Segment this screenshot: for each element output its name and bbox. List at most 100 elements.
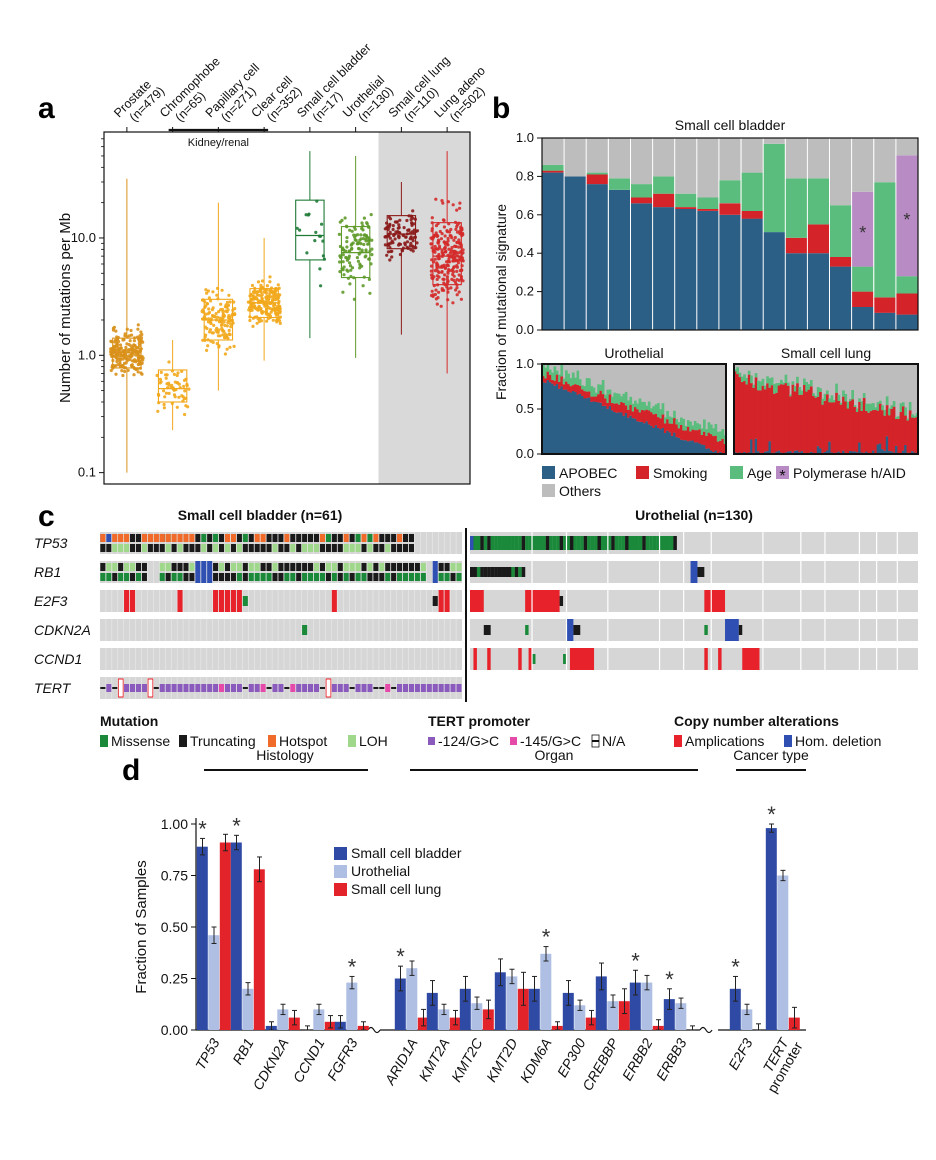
ccnd1-amplification bbox=[473, 648, 477, 670]
data-point bbox=[455, 264, 459, 268]
inset-segment-smoking bbox=[691, 429, 695, 441]
tert-promoter-mutation bbox=[302, 684, 308, 692]
data-point bbox=[435, 277, 439, 281]
inset-segment-age bbox=[901, 402, 905, 407]
tp53-mutation bbox=[487, 536, 491, 550]
rb1-mutation bbox=[397, 573, 403, 581]
inset-segment-smoking bbox=[716, 441, 720, 454]
inset-segment-apobec bbox=[796, 450, 799, 454]
inset-segment-apobec bbox=[620, 412, 623, 454]
inset-segment-smoking bbox=[544, 378, 547, 383]
data-point bbox=[391, 224, 395, 228]
data-point bbox=[262, 290, 266, 294]
tp53-hotspot bbox=[177, 534, 183, 542]
inset-segment-smoking bbox=[571, 385, 575, 392]
inset-segment-age bbox=[768, 378, 772, 388]
inset-segment-age bbox=[696, 423, 699, 431]
tp53-mutation bbox=[618, 536, 622, 550]
inset-segment-age bbox=[858, 398, 861, 402]
panel-letter-a: a bbox=[38, 92, 55, 125]
x-tick-label: KDM6A bbox=[517, 1036, 555, 1086]
inset-1 bbox=[733, 363, 919, 455]
data-point bbox=[122, 353, 126, 357]
bar-arid1a-s0 bbox=[394, 978, 406, 1030]
inset-segment-apobec bbox=[571, 391, 575, 454]
rb1-mutation bbox=[272, 573, 278, 581]
data-point bbox=[163, 395, 167, 399]
inset-segment-age bbox=[558, 374, 561, 382]
data-point bbox=[440, 248, 444, 252]
tp53-mutation bbox=[367, 544, 373, 552]
data-point bbox=[187, 387, 191, 391]
tp53-mutation bbox=[343, 534, 349, 542]
data-point bbox=[439, 304, 443, 308]
tert-promoter-mutation bbox=[207, 684, 213, 692]
data-point bbox=[446, 271, 450, 275]
data-point bbox=[206, 289, 210, 293]
inset-segment-age bbox=[878, 400, 882, 404]
data-point bbox=[222, 320, 226, 324]
group-label-5: Urothelial(n=130) bbox=[340, 73, 397, 130]
inset-segment-apobec bbox=[888, 450, 891, 454]
data-point bbox=[446, 290, 450, 294]
inset-segment-apobec bbox=[714, 450, 718, 454]
inset-segment-smoking bbox=[689, 431, 692, 441]
data-point bbox=[359, 237, 363, 241]
signature-bar-3 bbox=[608, 138, 630, 330]
tp53-mutation bbox=[662, 536, 667, 550]
inset-segment-smoking bbox=[860, 410, 864, 453]
inset-y-tick-label: 1.0 bbox=[516, 356, 534, 371]
segment-smoking bbox=[785, 237, 807, 254]
ccnd1-missense bbox=[532, 654, 536, 664]
data-point bbox=[250, 308, 254, 312]
data-point bbox=[164, 391, 168, 395]
data-point bbox=[175, 373, 179, 378]
rb1-mutation bbox=[331, 573, 337, 581]
tp53-mutation bbox=[313, 544, 320, 552]
bar-erbb3-s0 bbox=[663, 999, 675, 1030]
data-point bbox=[215, 342, 219, 346]
segment-smoking bbox=[719, 203, 741, 215]
data-point bbox=[397, 225, 401, 230]
e2f3-truncating bbox=[559, 596, 564, 606]
tp53-mutation bbox=[614, 536, 619, 550]
data-point bbox=[362, 242, 366, 247]
inset-segment-age bbox=[860, 401, 864, 411]
data-point bbox=[404, 235, 408, 239]
data-point bbox=[226, 315, 230, 320]
data-point bbox=[365, 222, 369, 226]
inset-segment-age bbox=[599, 384, 603, 391]
inset-segment-smoking bbox=[645, 409, 649, 422]
rb1-mutation bbox=[325, 563, 331, 571]
tp53-mutation bbox=[645, 536, 650, 550]
inset-segment-smoking bbox=[747, 374, 751, 453]
cdkn2a-homdel bbox=[566, 619, 574, 641]
data-point bbox=[454, 227, 458, 231]
data-point bbox=[412, 222, 416, 226]
data-point bbox=[440, 232, 444, 236]
segment-apobec bbox=[785, 253, 807, 330]
tp53-hotspot bbox=[118, 534, 124, 542]
data-point bbox=[216, 286, 220, 290]
data-point bbox=[459, 297, 463, 301]
data-point bbox=[388, 230, 392, 234]
rb1-mutation bbox=[118, 573, 124, 581]
data-point bbox=[211, 306, 215, 310]
inset-segment-smoking bbox=[895, 418, 898, 446]
significance-star: * bbox=[396, 944, 405, 969]
data-point bbox=[454, 288, 458, 292]
e2f3-amplification bbox=[213, 590, 219, 612]
rb1-mutation bbox=[507, 567, 512, 577]
tp53-mutation bbox=[100, 544, 106, 552]
segment-smoking bbox=[586, 174, 608, 185]
tp53-mutation bbox=[213, 544, 219, 552]
data-point bbox=[370, 253, 374, 257]
signature-bar-13 bbox=[830, 138, 852, 330]
tert-promoter-mutation bbox=[444, 684, 450, 692]
inset-segment-apobec bbox=[677, 437, 681, 454]
gene-label-tert: TERT bbox=[34, 680, 72, 696]
data-point bbox=[134, 353, 138, 357]
inset-segment-apobec bbox=[634, 418, 637, 454]
rb1-mutation bbox=[230, 573, 236, 581]
tert-promoter-mutation bbox=[236, 684, 242, 692]
